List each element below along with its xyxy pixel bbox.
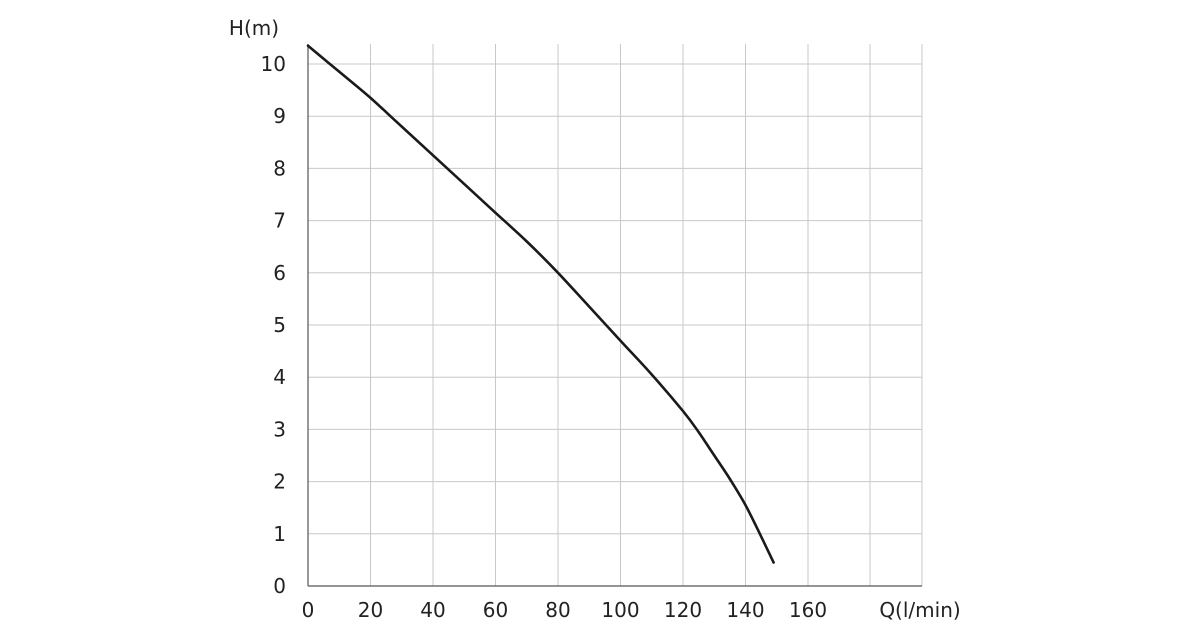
x-tick-label: 120 [664,598,702,622]
x-axis-label: Q(l/min) [879,598,960,622]
y-tick-label: 2 [273,470,286,494]
y-tick-label: 1 [273,522,286,546]
x-tick-label: 0 [302,598,315,622]
x-tick-label: 160 [789,598,827,622]
x-tick-label: 80 [545,598,570,622]
y-tick-label: 0 [273,574,286,598]
series-layer [306,44,775,564]
y-tick-label: 4 [273,365,286,389]
x-tick-label: 100 [601,598,639,622]
y-tick-label: 10 [261,52,286,76]
x-tick-label: 140 [726,598,764,622]
x-tick-label: 60 [483,598,508,622]
x-tick-label: 20 [358,598,383,622]
y-tick-label: 5 [273,313,286,337]
pump-curve-line [306,44,775,564]
grid-lines [308,44,923,586]
y-axis-label: H(m) [229,16,279,40]
y-tick-label: 9 [273,104,286,128]
axes [307,44,922,587]
y-tick-label: 6 [273,261,286,285]
y-tick-label: 3 [273,417,286,441]
y-tick-label: 7 [273,209,286,233]
x-tick-label: 40 [420,598,445,622]
y-tick-label: 8 [273,156,286,180]
